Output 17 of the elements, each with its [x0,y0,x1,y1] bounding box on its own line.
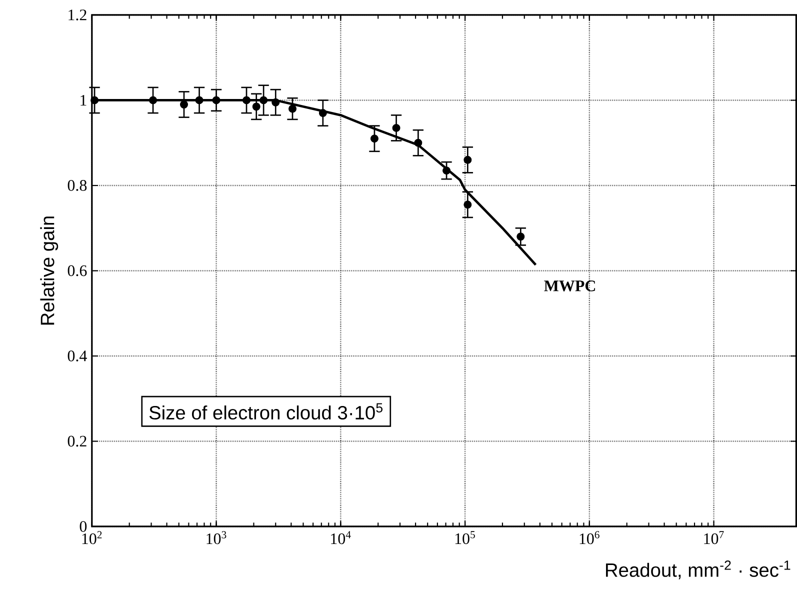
y-axis-title: Relative gain [40,216,58,324]
y-tick-label: 1 [80,94,86,106]
x-axis-title: Readout, mm$^{-2}$ · sec$^{-1}$ [606,560,790,579]
y-tick-label: 0.2 [68,436,86,446]
y-tick-label: 0.6 [68,265,87,276]
x-tick-label: 10$^{2}$ [82,530,102,544]
x-tick-label: 10$^{7}$ [704,530,724,544]
annotation: MWPC [544,280,596,292]
y-tick-label: 0 [80,520,87,532]
y-tick-label: 1.2 [68,9,86,20]
x-tick-label: 10$^{5}$ [455,530,475,544]
y-tick-label: 0.8 [68,180,87,191]
x-tick-label: 10$^{3}$ [206,530,226,544]
y-tick-label: 0.4 [68,350,87,362]
x-tick-label: 10$^{4}$ [331,530,351,544]
x-tick-label: 10$^{6}$ [580,530,600,544]
annotation: Size of electron cloud 3·10$^{5}$ [149,403,383,420]
